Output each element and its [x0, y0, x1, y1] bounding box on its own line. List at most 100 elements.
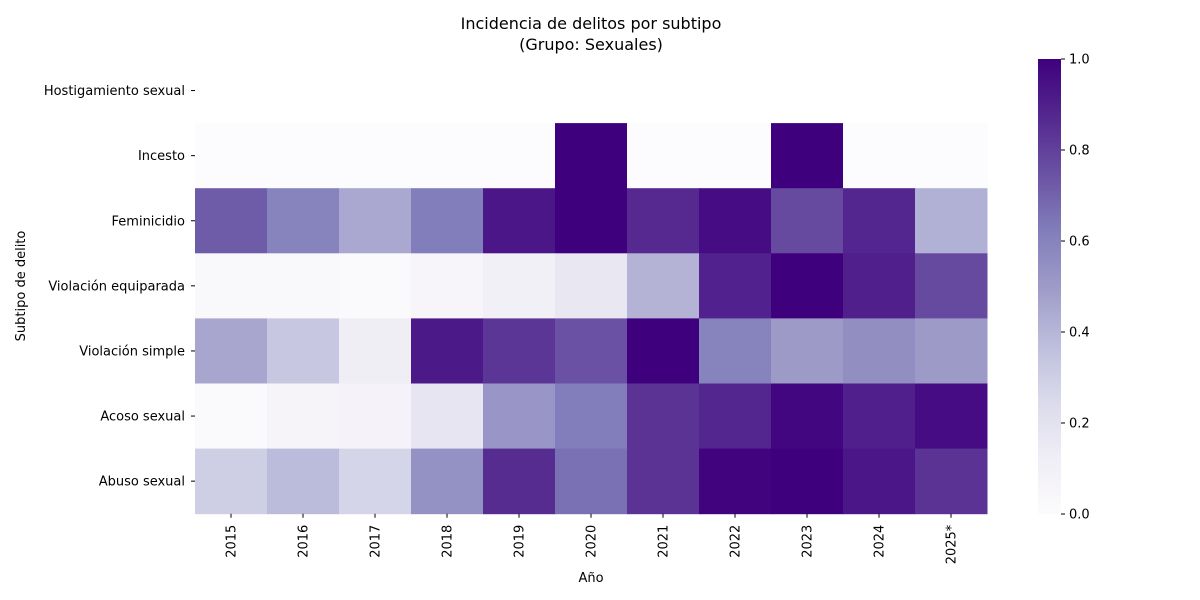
x-tick-label: 2023	[801, 525, 816, 558]
heatmap-cell	[915, 318, 988, 384]
heatmap-cell	[555, 188, 628, 254]
heatmap-cell	[771, 253, 844, 319]
heatmap-cell	[555, 253, 628, 319]
heatmap-cell	[699, 383, 772, 450]
colorbar-tick-label: 0.4	[1069, 326, 1090, 341]
x-tick-label: 2018	[441, 525, 456, 558]
x-tick-label: 2017	[369, 525, 384, 558]
heatmap-cell	[915, 188, 988, 254]
heatmap-cell	[267, 383, 340, 450]
heatmap-cell	[411, 448, 484, 515]
y-tick-label: Violación equiparada	[48, 279, 185, 294]
heatmap-cell	[843, 448, 916, 515]
heatmap-cell	[843, 123, 916, 189]
heatmap-cell	[483, 448, 556, 515]
y-tick-label: Hostigamiento sexual	[44, 84, 185, 99]
heatmap-cell	[195, 253, 268, 319]
chart-subtitle: (Grupo: Sexuales)	[519, 35, 663, 54]
heatmap-cell	[339, 318, 412, 384]
heatmap-cell	[771, 448, 844, 515]
heatmap-cell	[699, 123, 772, 189]
heatmap-cell	[627, 318, 700, 384]
colorbar-ticks: 0.0 0.2 0.4 0.6 0.8 1.0	[1061, 53, 1090, 523]
heatmap-cell	[843, 318, 916, 384]
heatmap-cell	[339, 188, 412, 254]
heatmap-cell	[555, 448, 628, 515]
heatmap-cell	[267, 123, 340, 189]
heatmap-cell	[555, 123, 628, 189]
heatmap-cell	[339, 448, 412, 515]
x-tick-label: 2016	[297, 525, 312, 558]
x-tick-label: 2025*	[945, 524, 960, 564]
heatmap-cell	[483, 123, 556, 189]
heatmap-cell	[627, 188, 700, 254]
heatmap-cell	[771, 383, 844, 450]
heatmap-cell	[915, 383, 988, 450]
heatmap-cell	[771, 188, 844, 254]
colorbar-tick-label: 0.6	[1069, 235, 1090, 250]
heatmap-cell	[699, 253, 772, 319]
heatmap-cell	[411, 188, 484, 254]
heatmap-cell	[411, 123, 484, 189]
heatmap-cell	[699, 448, 772, 515]
heatmap-cell	[195, 123, 268, 189]
heatmap-cell	[843, 253, 916, 319]
x-tick-label: 2021	[657, 525, 672, 558]
heatmap-cell	[267, 253, 340, 319]
heatmap-cell	[627, 253, 700, 319]
y-axis-ticks: Hostigamiento sexual Incesto Feminicidio Vi…	[44, 84, 195, 490]
colorbar-tick-label: 0.2	[1069, 417, 1090, 432]
heatmap-cell	[267, 448, 340, 515]
heatmap-cell	[195, 383, 268, 450]
x-tick-label: 2020	[585, 525, 600, 558]
y-tick-label: Violación simple	[79, 344, 185, 359]
heatmap-cell	[627, 448, 700, 515]
heatmap-cell	[195, 188, 268, 254]
heatmap-cell	[699, 318, 772, 384]
colorbar-tick-label: 0.0	[1069, 508, 1090, 523]
heatmap-cell	[483, 188, 556, 254]
chart-title: Incidencia de delitos por subtipo	[461, 14, 722, 33]
heatmap-cell	[771, 123, 844, 189]
heatmap-cell	[627, 123, 700, 189]
heatmap-cell	[339, 253, 412, 319]
heatmap-cell	[915, 448, 988, 515]
colorbar	[1038, 59, 1061, 514]
colorbar-tick-label: 1.0	[1069, 53, 1090, 68]
y-axis-label: Subtipo de delito	[14, 231, 29, 342]
x-tick-label: 2024	[873, 525, 888, 558]
heatmap-cell	[627, 383, 700, 450]
x-tick-label: 2015	[225, 525, 240, 558]
heatmap-cell	[843, 188, 916, 254]
heatmap-cell	[339, 383, 412, 450]
x-tick-label: 2019	[513, 525, 528, 558]
heatmap-cell	[267, 318, 340, 384]
x-tick-label: 2022	[729, 525, 744, 558]
x-axis-label: Año	[578, 571, 603, 586]
heatmap-cell	[555, 383, 628, 450]
heatmap-cell	[915, 123, 988, 189]
heatmap-cell	[699, 188, 772, 254]
heatmap-cell	[771, 318, 844, 384]
heatmap-cells	[195, 123, 988, 515]
heatmap-cell	[195, 318, 268, 384]
heatmap-cell	[339, 123, 412, 189]
heatmap-cell	[483, 253, 556, 319]
colorbar-tick-label: 0.8	[1069, 144, 1090, 159]
heatmap-cell	[483, 383, 556, 450]
y-tick-label: Incesto	[138, 149, 185, 164]
y-tick-label: Acoso sexual	[100, 410, 185, 425]
y-tick-label: Abuso sexual	[99, 475, 185, 490]
heatmap-cell	[267, 188, 340, 254]
heatmap-cell	[483, 318, 556, 384]
heatmap-cell	[195, 448, 268, 515]
heatmap-cell	[555, 318, 628, 384]
x-axis-ticks: 2015 2016 2017 2018 2019 2020 2021 2022 2023 2024…	[225, 513, 960, 564]
y-tick-label: Feminicidio	[112, 214, 186, 229]
heatmap-cell	[915, 253, 988, 319]
heatmap-cell	[411, 253, 484, 319]
heatmap-cell	[411, 318, 484, 384]
heatmap-cell	[843, 383, 916, 450]
heatmap-cell	[411, 383, 484, 450]
